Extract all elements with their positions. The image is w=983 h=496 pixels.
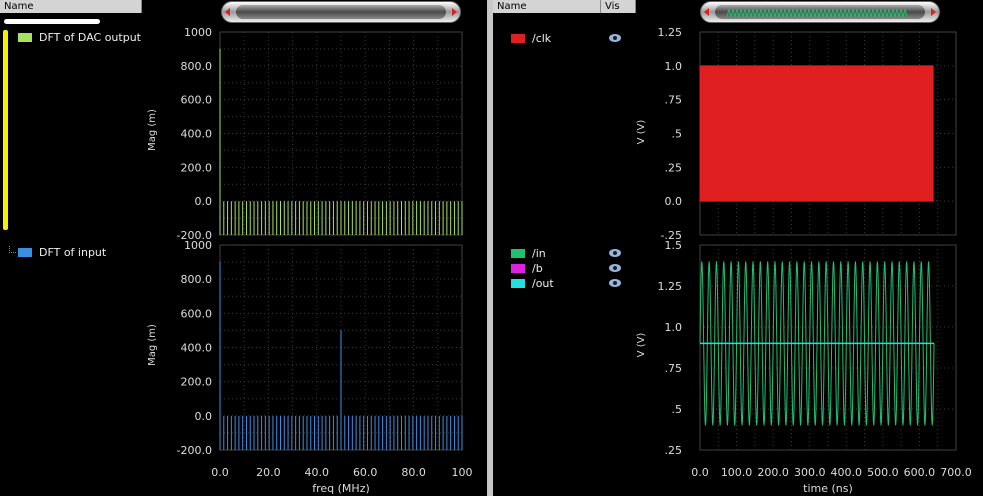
dft-bottom-series <box>219 262 463 450</box>
legend-item-dac-output[interactable]: DFT of DAC output <box>18 31 141 44</box>
y-tick-label: .25 <box>665 444 683 457</box>
y-tick-label: 400.0 <box>181 342 213 355</box>
panel-divider[interactable] <box>487 0 493 496</box>
time-bottom-ylabel: V (V) <box>636 333 647 358</box>
visibility-eye-icon-in[interactable] <box>609 249 621 257</box>
x-tick-label: 60.0 <box>353 466 378 479</box>
y-tick-label: 600.0 <box>181 307 213 320</box>
swatch-clk <box>511 34 525 43</box>
right-tree-header-vis[interactable]: Vis <box>601 0 636 13</box>
scroll-left-icon[interactable] <box>704 8 709 16</box>
y-tick-label: .75 <box>665 362 683 375</box>
x-tick-label: 20.0 <box>256 466 281 479</box>
y-tick-label: -200.0 <box>177 444 212 457</box>
right-tree-panel: Name Vis /clk /in /b /out <box>493 0 636 496</box>
time-chart[interactable]: 1.25 1.0 .75 .5 .25 0.0 -.251.5 1.25 1.0 .75 .5 .25… <box>636 0 983 496</box>
x-tick-label: 600.0 <box>904 466 936 479</box>
legend-label-dac-output: DFT of DAC output <box>39 31 141 44</box>
x-tick-label: 200.0 <box>757 466 789 479</box>
y-tick-label: 1000 <box>184 26 212 39</box>
swatch-dft-input <box>18 248 32 257</box>
legend-item-dft-input[interactable]: DFT of input <box>18 246 106 259</box>
dft-tick-labels: 1000800.0600.0400.0200.00.0-200.01000800… <box>177 26 473 479</box>
time-series-group <box>699 65 935 426</box>
time-top-ylabel: V (V) <box>636 120 647 145</box>
scroller-preview-wave <box>727 8 907 18</box>
x-tick-label: 0.0 <box>691 466 709 479</box>
y-tick-label: 800.0 <box>181 60 213 73</box>
swatch-out <box>511 279 525 288</box>
x-tick-label: 500.0 <box>867 466 899 479</box>
swatch-b <box>511 264 525 273</box>
time-xlabel: time (ns) <box>803 482 853 495</box>
x-tick-label: 100.0 <box>721 466 753 479</box>
legend-label-out: /out <box>532 277 554 290</box>
dft-top-series <box>219 48 463 235</box>
legend-item-out[interactable]: /out <box>511 277 554 290</box>
tree-scroll-handle[interactable] <box>4 19 100 24</box>
legend-item-b[interactable]: /b <box>511 262 543 275</box>
y-tick-label: 200.0 <box>181 161 213 174</box>
y-tick-label: .5 <box>672 403 683 416</box>
visibility-eye-icon-clk[interactable] <box>609 34 621 42</box>
y-tick-label: 400.0 <box>181 128 213 141</box>
y-tick-label: -.25 <box>661 229 682 242</box>
legend-label-dft-input: DFT of input <box>39 246 107 259</box>
x-tick-label: 40.0 <box>305 466 330 479</box>
scroll-left-icon[interactable] <box>225 8 230 16</box>
x-tick-label: 300.0 <box>794 466 826 479</box>
y-tick-label: 1.25 <box>658 26 683 39</box>
swatch-dac-output <box>18 33 32 42</box>
y-tick-label: 1.25 <box>658 280 683 293</box>
scroll-right-icon[interactable] <box>931 8 936 16</box>
dft-top-ylabel: Mag (m) <box>147 109 158 151</box>
legend-label-b: /b <box>532 262 543 275</box>
x-tick-label: 700.0 <box>940 466 972 479</box>
dft-horizontal-scroller[interactable] <box>221 1 461 23</box>
y-tick-label: 0.0 <box>665 195 683 208</box>
scroller-preview <box>727 8 907 18</box>
y-tick-label: 1.5 <box>665 239 683 252</box>
y-tick-label: 600.0 <box>181 94 213 107</box>
x-tick-label: 80.0 <box>401 466 426 479</box>
dft-bottom-ylabel: Mag (m) <box>147 324 158 366</box>
y-tick-label: .5 <box>672 128 683 141</box>
y-tick-label: -200.0 <box>177 229 212 242</box>
y-tick-label: 0.0 <box>195 410 213 423</box>
y-tick-label: 1.0 <box>665 321 683 334</box>
x-tick-label: 100 <box>452 466 473 479</box>
y-tick-label: 1.0 <box>665 60 683 73</box>
x-tick-label: 0.0 <box>211 466 229 479</box>
scroll-right-icon[interactable] <box>452 8 457 16</box>
dft-xlabel: freq (MHz) <box>312 482 370 495</box>
y-tick-label: .75 <box>665 94 683 107</box>
y-tick-label: 800.0 <box>181 273 213 286</box>
scroll-thumb[interactable] <box>236 5 446 19</box>
legend-item-clk[interactable]: /clk <box>511 32 551 45</box>
legend-item-in[interactable]: /in <box>511 247 546 260</box>
time-plot-panel: 1.25 1.0 .75 .5 .25 0.0 -.25 1.5 1.25 1.0 .75 .5 .25… <box>636 0 983 496</box>
y-tick-label: 0.0 <box>195 195 213 208</box>
tree-selection-bar[interactable] <box>3 30 8 230</box>
visibility-eye-icon-out[interactable] <box>609 279 621 287</box>
left-tree-header[interactable]: Name <box>0 0 142 13</box>
swatch-in <box>511 249 525 258</box>
visibility-eye-icon-b[interactable] <box>609 264 621 272</box>
clk-waveform <box>699 65 935 202</box>
legend-label-in: /in <box>532 247 546 260</box>
legend-label-clk: /clk <box>532 32 552 45</box>
right-tree-header-name[interactable]: Name <box>493 0 601 13</box>
left-tree-panel: Name DFT of DAC output DFT of input <box>0 0 142 496</box>
y-tick-label: 1000 <box>184 239 212 252</box>
tree-branch-line <box>9 246 16 253</box>
time-tick-labels: 1.25 1.0 .75 .5 .25 0.0 -.251.5 1.25 1.0 .75 .5 .25… <box>658 26 972 479</box>
time-horizontal-scroller[interactable] <box>700 1 940 23</box>
dft-plot-panel: 1000 800.0 600.0 400.0 200.0 0.0 -200.0 1000 800… <box>142 0 487 496</box>
y-tick-label: 200.0 <box>181 376 213 389</box>
y-tick-label: .25 <box>665 161 683 174</box>
x-tick-label: 400.0 <box>831 466 863 479</box>
dft-chart[interactable]: 1000800.0600.0400.0200.00.0-200.01000800… <box>142 0 487 496</box>
